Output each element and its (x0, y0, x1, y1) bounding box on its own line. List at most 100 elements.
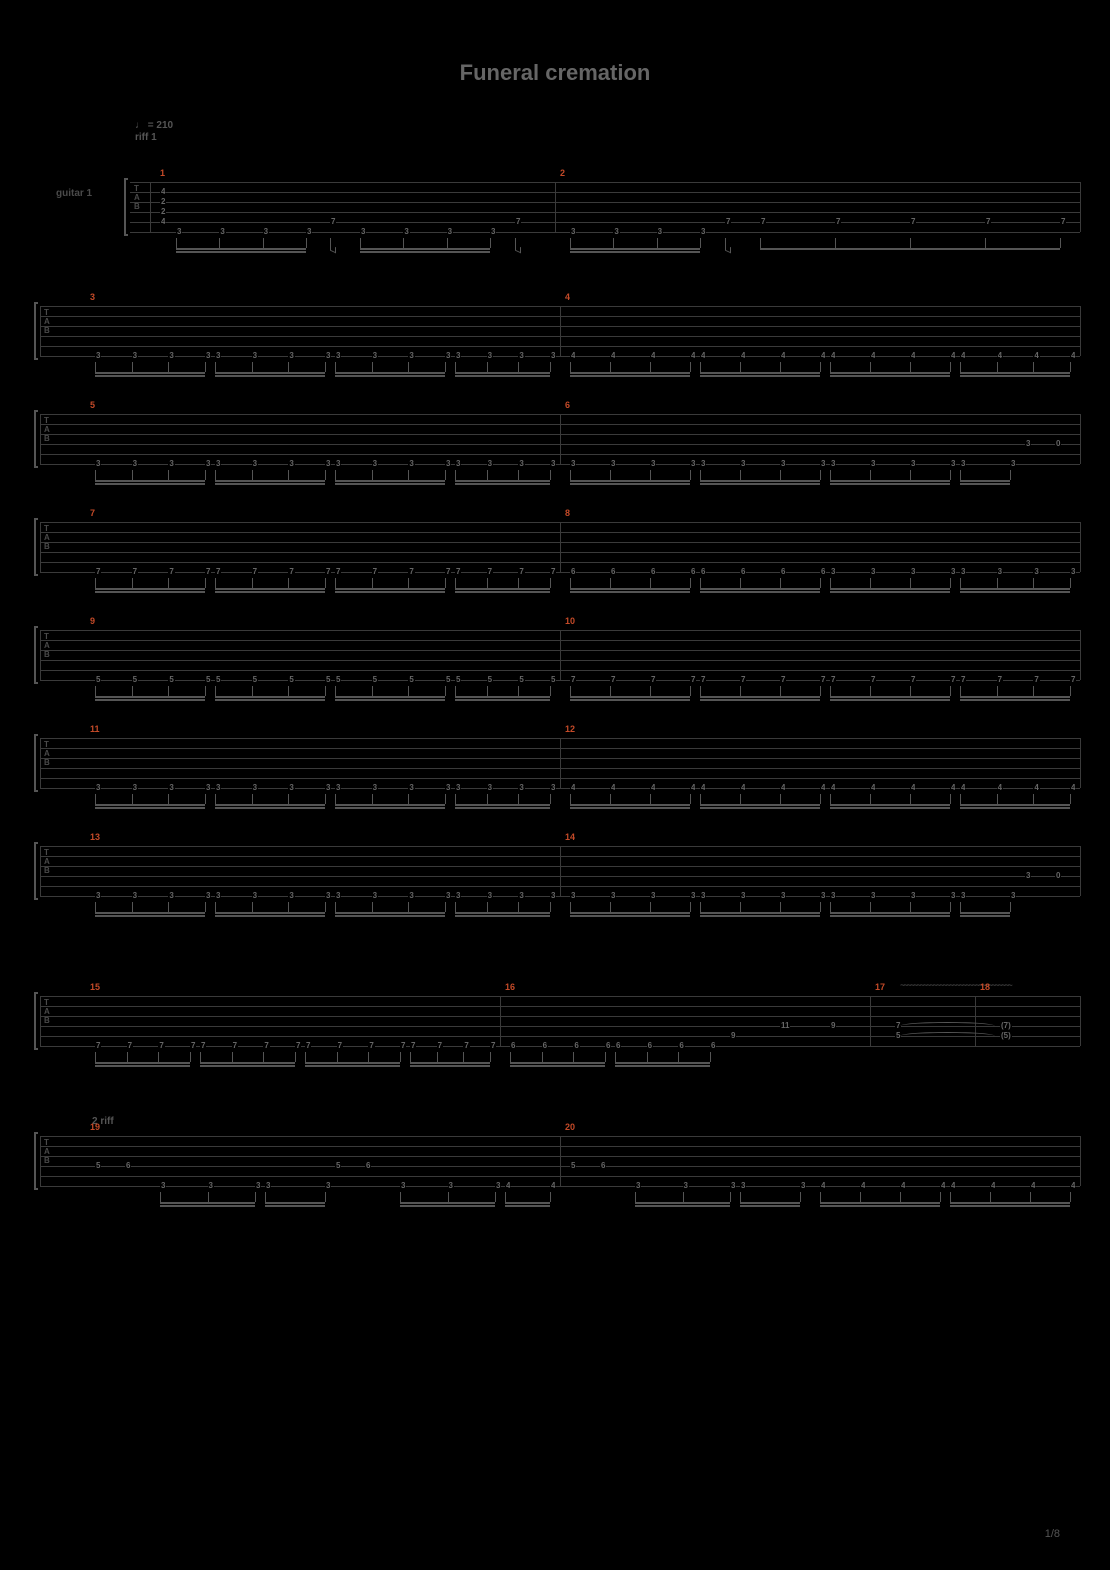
fret-number: 0 (1055, 872, 1061, 880)
measure-number: 13 (90, 832, 100, 842)
beam-group (700, 794, 820, 808)
beam-group (335, 470, 445, 484)
beam-group (570, 362, 690, 376)
tab-system: TAB113333333333333333124444444444444444 (40, 720, 1080, 820)
tab-letters: TAB (44, 740, 50, 767)
fret-number: 3 (455, 892, 461, 900)
fret-number: 3 (830, 892, 836, 900)
fret-number: 3 (997, 568, 1003, 576)
fret-number: 5 (288, 676, 294, 684)
beam-group (960, 686, 1070, 700)
fret-number: 3 (205, 352, 211, 360)
tempo-marking: ♩ = 210 (135, 120, 173, 131)
fret-number: 7 (1070, 676, 1076, 684)
fret-number: 4 (550, 1182, 556, 1190)
fret-number: 3 (265, 1182, 271, 1190)
tab-staff: TAB113333333333333333124444444444444444 (40, 738, 1080, 788)
fret-number: 3 (690, 460, 696, 468)
tab-staff: TAB14224333373333723333777777 (130, 182, 1080, 232)
fret-number: 7 (368, 1042, 374, 1050)
fret-number: 5 (215, 676, 221, 684)
fret-number: 7 (487, 568, 493, 576)
fret-number: 3 (870, 892, 876, 900)
fret-number: 3 (168, 352, 174, 360)
fret-number: 5 (550, 676, 556, 684)
fret-number: 3 (252, 892, 258, 900)
fret-number: 3 (780, 460, 786, 468)
fret-number: 3 (335, 352, 341, 360)
fret-number: 3 (518, 892, 524, 900)
fret-number: 3 (1033, 568, 1039, 576)
fret-number: 6 (615, 1042, 621, 1050)
riff-1-label: riff 1 (135, 132, 157, 143)
fret-number: 7 (372, 568, 378, 576)
fret-number: 3 (325, 1182, 331, 1190)
fret-number: 4 (1033, 352, 1039, 360)
fret-number: 3 (255, 1182, 261, 1190)
beam-group (830, 362, 950, 376)
fret-number: 4 (860, 1182, 866, 1190)
fret-number: 3 (960, 460, 966, 468)
fret-number: 5 (455, 676, 461, 684)
fret-number: 3 (683, 1182, 689, 1190)
fret-number: 7 (740, 676, 746, 684)
tab-letters: TAB (44, 632, 50, 659)
fret-number: 7 (337, 1042, 343, 1050)
fret-number: 3 (570, 228, 576, 236)
tab-system: TAB3333333333333333344444444444444444 (40, 288, 1080, 388)
fret-number: (7) (1000, 1022, 1012, 1030)
tab-letters: TAB (44, 998, 50, 1025)
beam-group (700, 470, 820, 484)
fret-number: 7 (127, 1042, 133, 1050)
fret-number: 7 (490, 1042, 496, 1050)
fret-number: 5 (168, 676, 174, 684)
tab-system: TAB95555555555555555107777777777777777 (40, 612, 1080, 712)
fret-number: 4 (650, 352, 656, 360)
fret-number: 3 (490, 228, 496, 236)
beam-group (95, 902, 205, 916)
fret-number: 6 (700, 568, 706, 576)
tab-staff: TAB95555555555555555107777777777777777 (40, 630, 1080, 680)
fret-number: 7 (780, 676, 786, 684)
fret-number: 4 (1030, 1182, 1036, 1190)
fret-number: 3 (252, 460, 258, 468)
fret-number: 4 (910, 784, 916, 792)
fret-number: 3 (215, 460, 221, 468)
beam-group (215, 902, 325, 916)
beam-group (700, 362, 820, 376)
beam-group (570, 238, 700, 252)
beam-group (95, 794, 205, 808)
fret-number: 6 (647, 1042, 653, 1050)
measure-number: 7 (90, 508, 95, 518)
fret-number: 3 (487, 460, 493, 468)
fret-number: 2 (160, 198, 166, 206)
tab-letters: TAB (134, 184, 140, 211)
fret-number: 9 (830, 1022, 836, 1030)
beam-group (830, 578, 950, 592)
fret-number: 7 (158, 1042, 164, 1050)
fret-number: 4 (960, 352, 966, 360)
fret-number: 4 (740, 784, 746, 792)
fret-number: 7 (725, 218, 731, 226)
tab-system: TAB133333333333333333143333333333333330 (40, 828, 1080, 928)
beam-group (95, 470, 205, 484)
fret-number: 6 (690, 568, 696, 576)
beam-group (635, 1192, 730, 1206)
beam-group (335, 902, 445, 916)
fret-number: 3 (960, 892, 966, 900)
fret-number: 5 (518, 676, 524, 684)
fret-number: 7 (997, 676, 1003, 684)
measure-number: 12 (565, 724, 575, 734)
beam-group (95, 686, 205, 700)
measure-number: 15 (90, 982, 100, 992)
fret-number: 5 (570, 1162, 576, 1170)
fret-number: 6 (710, 1042, 716, 1050)
fret-number: 6 (820, 568, 826, 576)
fret-number: 4 (690, 784, 696, 792)
fret-number: 3 (403, 228, 409, 236)
fret-number: 3 (635, 1182, 641, 1190)
beam-group (455, 362, 550, 376)
fret-number: 7 (190, 1042, 196, 1050)
fret-number: 7 (960, 676, 966, 684)
fret-number: 3 (550, 352, 556, 360)
